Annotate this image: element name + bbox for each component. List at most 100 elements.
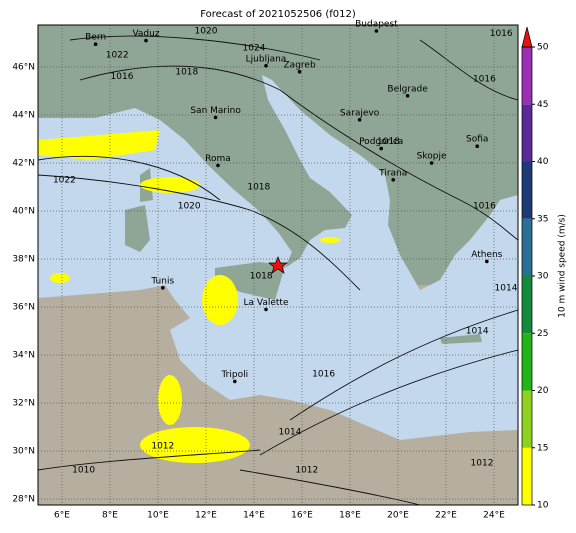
isobar-label: 1012 xyxy=(151,442,174,452)
city-label: Tirana xyxy=(378,168,407,178)
colorbar-tick-label: 10 xyxy=(537,501,549,511)
colorbar-segment xyxy=(522,161,532,219)
isobar-label: 1016 xyxy=(473,75,496,85)
lon-tick-label: 6°E xyxy=(54,511,70,521)
lat-tick-label: 46°N xyxy=(12,63,35,73)
city-label: Podgorica xyxy=(359,137,403,147)
colorbar: 10 15 20 25 30 35 40 45 50 10 m wind speed (m/s) xyxy=(521,26,568,511)
lat-tick-label: 44°N xyxy=(12,111,35,121)
isobar-label: 1012 xyxy=(295,466,318,476)
lon-tick-label: 10°E xyxy=(147,511,169,521)
isobar-label: 1020 xyxy=(178,202,201,212)
sardinia xyxy=(125,205,150,252)
city-dot xyxy=(357,118,362,122)
event-star xyxy=(268,256,288,274)
city-dot xyxy=(233,379,237,384)
lon-tick-label: 24°E xyxy=(483,511,505,521)
lat-tick-label: 40°N xyxy=(12,207,35,217)
city-label: Belgrade xyxy=(387,84,428,94)
colorbar-segment xyxy=(522,390,532,448)
colorbar-tick-label: 35 xyxy=(537,214,548,224)
isobar-label: 1014 xyxy=(466,327,489,337)
colorbar-segment xyxy=(522,104,532,162)
isobar-label: 1016 xyxy=(473,202,496,212)
lon-tick-label: 18°E xyxy=(339,511,361,521)
city-label: Bern xyxy=(85,33,106,43)
city-dot xyxy=(264,64,268,68)
city-dot xyxy=(374,29,379,33)
city-dot xyxy=(216,163,220,168)
lat-tick-label: 42°N xyxy=(12,159,35,169)
isobar-label: 1014 xyxy=(279,427,302,437)
isobar-label: 1018 xyxy=(250,271,273,281)
lon-tick-label: 12°E xyxy=(195,511,217,521)
city-dot xyxy=(93,42,98,46)
colorbar-tick-label: 15 xyxy=(537,443,548,453)
colorbar-tick-label: 20 xyxy=(537,386,549,396)
city-label: Zagreb xyxy=(284,60,316,70)
isobars xyxy=(38,35,518,505)
city-label: Ljubljana xyxy=(246,54,287,64)
isobar-label: 1024 xyxy=(243,43,266,53)
city-label: Sarajevo xyxy=(340,108,380,118)
colorbar-segment xyxy=(522,276,532,334)
colorbar-tick-label: 30 xyxy=(537,272,549,282)
isobar-label: 1018 xyxy=(247,183,270,193)
isobar-label: 1018 xyxy=(377,137,400,147)
city-dot xyxy=(475,144,480,148)
isobar-label: 1020 xyxy=(195,27,218,37)
map-frame xyxy=(37,24,519,506)
isobar-label: 1016 xyxy=(490,29,513,39)
city-label: Vaduz xyxy=(132,29,159,39)
colorbar-tick-label: 50 xyxy=(537,43,549,53)
lon-tick-label: 8°E xyxy=(102,511,118,521)
colorbar-tick-label: 25 xyxy=(537,329,548,339)
isobar-label: 1010 xyxy=(72,466,95,476)
lat-tick-label: 30°N xyxy=(12,447,35,457)
city-dot xyxy=(379,146,384,151)
isobar-label: 1018 xyxy=(175,67,198,77)
city-label: Roma xyxy=(205,154,231,164)
colorbar-tick-label: 40 xyxy=(537,157,549,167)
city-dot xyxy=(161,286,165,290)
colorbar-segment xyxy=(522,218,532,276)
colorbar-extend xyxy=(521,26,533,48)
colorbar-tick-label: 45 xyxy=(537,100,548,110)
map-overlay: 6°E 8°E 10°E 12°E 14°E 16°E 18°E 20°E 22°E 24°E 28… xyxy=(12,20,518,521)
city-dot xyxy=(405,94,410,98)
city-label: San Marino xyxy=(190,106,241,116)
city-dot xyxy=(391,178,396,182)
city-label: Sofia xyxy=(466,135,488,145)
colorbar-segment xyxy=(522,333,532,391)
sicily xyxy=(215,262,285,300)
colorbar-segment xyxy=(522,47,532,105)
lat-tick-label: 34°N xyxy=(12,351,35,361)
city-dot xyxy=(429,161,434,165)
lon-tick-label: 14°E xyxy=(243,511,265,521)
city-dot xyxy=(144,38,148,43)
lon-tick-label: 16°E xyxy=(291,511,313,521)
isobar-label: 1016 xyxy=(111,72,134,82)
isobar-label: 1014 xyxy=(495,283,518,293)
city-label: Tripoli xyxy=(220,370,248,380)
city-dot xyxy=(297,70,302,74)
isobar-label: 1012 xyxy=(471,459,494,469)
lat-tick-label: 38°N xyxy=(12,255,35,265)
title: Forecast of 2021052506 (f012) xyxy=(200,9,356,20)
isobar-label: 1016 xyxy=(312,370,335,380)
city-dot xyxy=(485,259,489,264)
wind-patches xyxy=(38,130,340,463)
city-dot xyxy=(264,307,268,312)
crete xyxy=(440,334,482,344)
city-dot xyxy=(213,115,218,120)
city-label: Skopje xyxy=(417,152,447,162)
isobar-label: 1022 xyxy=(53,175,76,185)
lat-tick-label: 36°N xyxy=(12,303,35,313)
lon-tick-label: 22°E xyxy=(435,511,457,521)
lat-tick-label: 32°N xyxy=(12,399,35,409)
lon-tick-label: 20°E xyxy=(387,511,409,521)
city-label: Tunis xyxy=(150,276,174,286)
isobar-label: 1022 xyxy=(106,51,129,61)
city-label: La Valette xyxy=(244,298,289,308)
